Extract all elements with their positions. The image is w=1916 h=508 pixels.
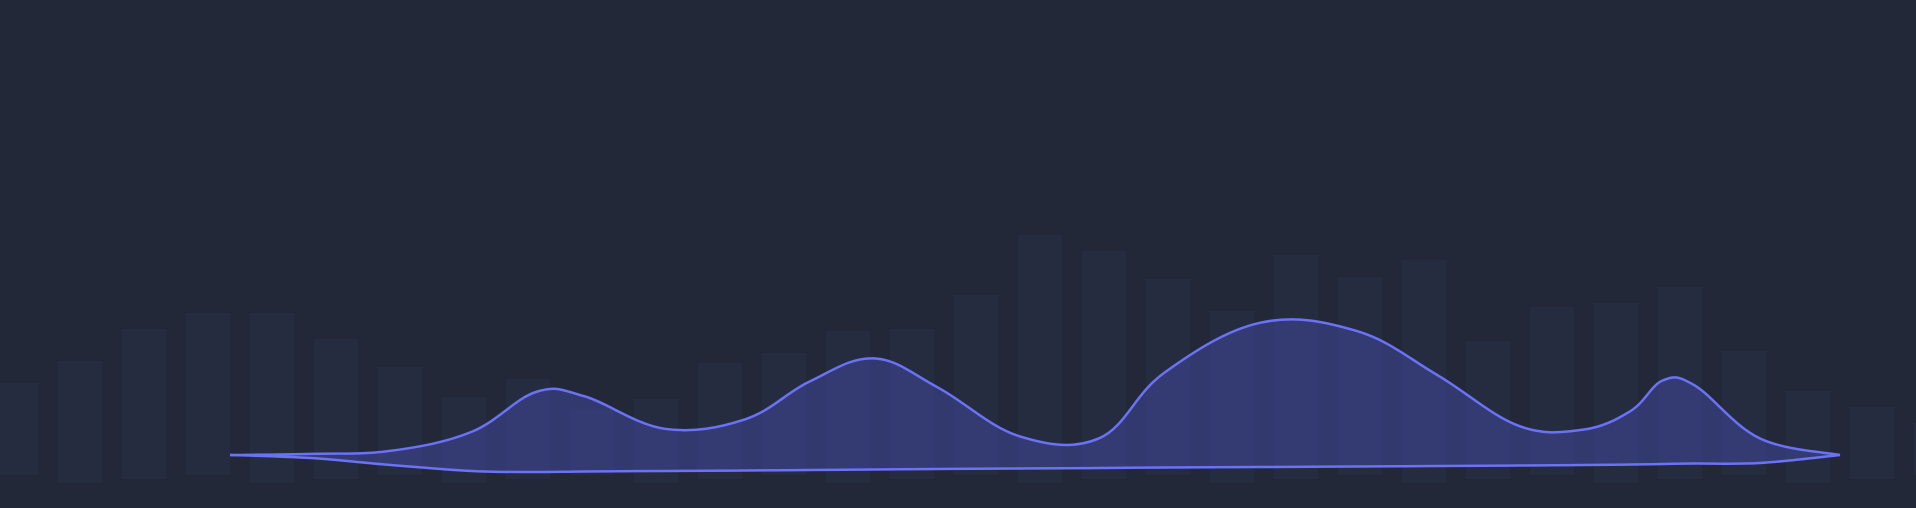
background-bar <box>1850 407 1894 479</box>
area-series <box>229 318 1841 474</box>
background-bar <box>1786 391 1830 483</box>
area-top-line <box>229 318 1841 457</box>
background-bar <box>122 329 166 479</box>
background-bar <box>1914 423 1916 475</box>
background-bar <box>186 313 230 475</box>
background-bar <box>58 361 102 483</box>
background-bar <box>0 383 38 475</box>
area-fill <box>230 319 1840 473</box>
area-baseline-line <box>229 453 1841 474</box>
